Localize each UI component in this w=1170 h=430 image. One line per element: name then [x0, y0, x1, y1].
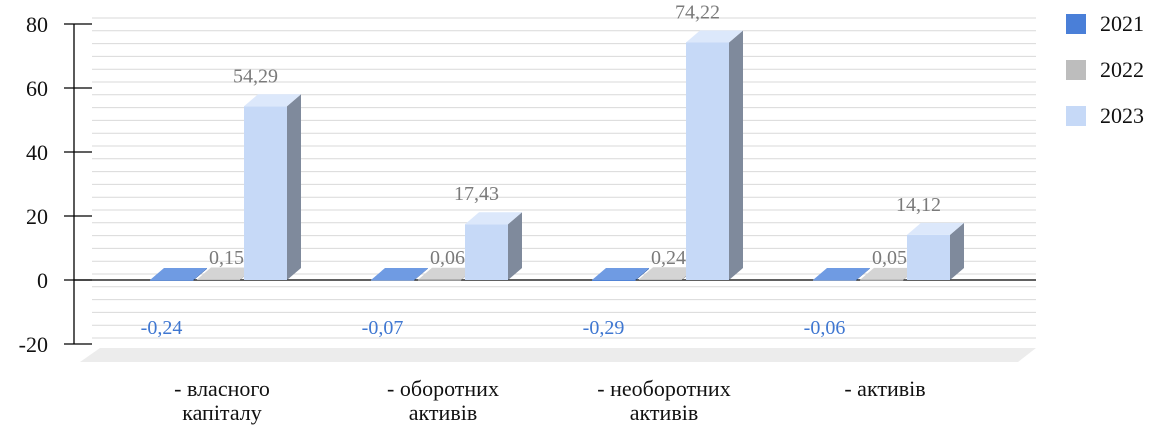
- bar-side: [193, 268, 207, 281]
- bar-side: [856, 268, 870, 281]
- legend-swatch: [1066, 60, 1086, 80]
- legend: 2021 2022 2023: [1066, 11, 1144, 128]
- bar: [907, 234, 950, 280]
- category-label: - оборотних: [387, 376, 499, 401]
- bar-side: [287, 94, 301, 280]
- legend-label: 2023: [1100, 103, 1144, 128]
- y-tick-label: 60: [26, 76, 48, 101]
- bar-side: [950, 222, 964, 280]
- category-label: капіталу: [182, 400, 262, 425]
- data-label: 17,43: [454, 183, 499, 205]
- category-label: - активів: [844, 376, 925, 401]
- bar: [639, 279, 682, 280]
- data-label: 0,24: [651, 247, 686, 269]
- bar-top: [418, 267, 475, 280]
- bar: [813, 280, 856, 281]
- bar: [860, 279, 903, 281]
- bar: [592, 280, 635, 281]
- grid-layer: [80, 17, 1036, 362]
- legend-label: 2022: [1100, 57, 1144, 82]
- bar-top: [686, 30, 743, 43]
- bar-side: [508, 212, 522, 280]
- category-label: - необоротних: [597, 376, 730, 401]
- y-tick-label: -20: [19, 332, 48, 357]
- legend-swatch: [1066, 14, 1086, 34]
- bar: [244, 106, 287, 280]
- bar-top: [371, 268, 428, 280]
- y-tick-label: 80: [26, 12, 48, 37]
- bar: [150, 280, 193, 281]
- bar-top: [465, 212, 522, 225]
- bar-top: [150, 268, 207, 280]
- data-label: 0,15: [209, 247, 244, 269]
- data-label: -0,06: [804, 317, 846, 339]
- category-label: активів: [630, 400, 698, 425]
- label-layer: -0,24 0,15 54,29 -0,07 0,06 17,43 -0,29 0,24 74,…: [141, 1, 941, 339]
- data-label: -0,29: [583, 317, 625, 339]
- bar-top: [197, 267, 254, 280]
- bar: [465, 224, 508, 280]
- bar-top: [813, 268, 870, 280]
- legend-label: 2021: [1100, 11, 1144, 36]
- bar-top: [907, 222, 964, 235]
- y-tick-label: 20: [26, 204, 48, 229]
- bar: [418, 279, 461, 281]
- data-label: 0,05: [872, 247, 907, 269]
- data-label: -0,07: [362, 317, 404, 339]
- y-tick-label: 40: [26, 140, 48, 165]
- category-label: - власного: [174, 376, 270, 401]
- bar: [197, 279, 240, 281]
- data-label: 54,29: [233, 65, 278, 87]
- data-label: 0,06: [430, 247, 465, 269]
- bar-top: [592, 268, 649, 280]
- bar-side: [635, 268, 649, 281]
- legend-swatch: [1066, 106, 1086, 126]
- data-label: 74,22: [675, 1, 720, 23]
- y-tick-label: 0: [37, 268, 48, 293]
- bar-side: [729, 30, 743, 280]
- bar-top: [244, 94, 301, 107]
- category-label: активів: [409, 400, 477, 425]
- bar: [686, 42, 729, 280]
- data-label: -0,24: [141, 317, 183, 339]
- bar: [371, 280, 414, 281]
- bar-top: [860, 267, 917, 280]
- bar-layer: [150, 30, 964, 281]
- data-label: 14,12: [896, 194, 941, 216]
- bar-side: [414, 268, 428, 281]
- bar-top: [639, 267, 696, 280]
- chart-floor: [80, 348, 1036, 362]
